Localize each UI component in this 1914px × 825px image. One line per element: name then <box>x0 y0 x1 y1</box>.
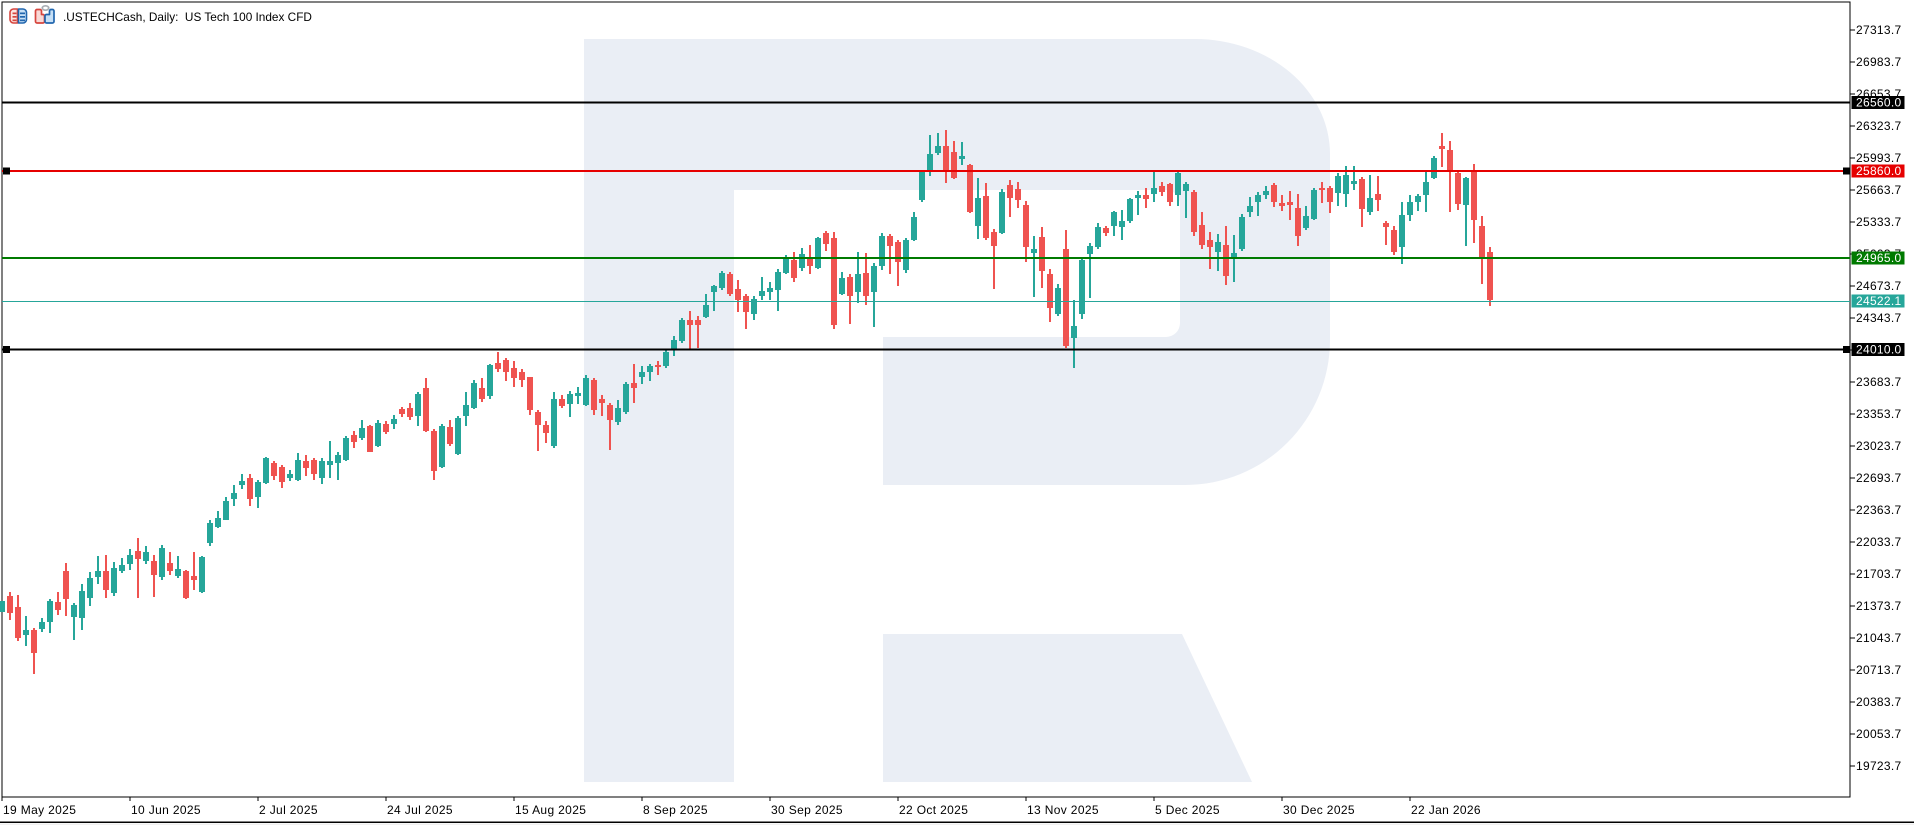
svg-text:22 Oct 2025: 22 Oct 2025 <box>899 803 968 817</box>
svg-text:30 Dec 2025: 30 Dec 2025 <box>1283 803 1355 817</box>
svg-text:22033.7: 22033.7 <box>1856 535 1902 549</box>
svg-text:24 Jul 2025: 24 Jul 2025 <box>387 803 453 817</box>
svg-text:8 Sep 2025: 8 Sep 2025 <box>643 803 708 817</box>
svg-text:25993.7: 25993.7 <box>1856 151 1902 165</box>
svg-text:22363.7: 22363.7 <box>1856 503 1902 517</box>
svg-text:25663.7: 25663.7 <box>1856 183 1902 197</box>
svg-text:24522.1: 24522.1 <box>1856 294 1902 308</box>
svg-text:27313.7: 27313.7 <box>1856 23 1902 37</box>
svg-text:15 Aug 2025: 15 Aug 2025 <box>515 803 586 817</box>
svg-text:19 May 2025: 19 May 2025 <box>3 803 76 817</box>
svg-text:22 Jan 2026: 22 Jan 2026 <box>1411 803 1481 817</box>
svg-text:26560.0: 26560.0 <box>1856 96 1902 110</box>
svg-text:24673.7: 24673.7 <box>1856 279 1902 293</box>
svg-text:26323.7: 26323.7 <box>1856 119 1902 133</box>
svg-text:.USTECHCash, Daily: US Tech 1: .USTECHCash, Daily: US Tech 100 Index CF… <box>63 10 312 24</box>
svg-text:5 Dec 2025: 5 Dec 2025 <box>1155 803 1220 817</box>
svg-text:23023.7: 23023.7 <box>1856 439 1902 453</box>
svg-text:10 Jun 2025: 10 Jun 2025 <box>131 803 201 817</box>
svg-text:21703.7: 21703.7 <box>1856 567 1902 581</box>
svg-text:21043.7: 21043.7 <box>1856 631 1902 645</box>
svg-text:23353.7: 23353.7 <box>1856 407 1902 421</box>
svg-text:26983.7: 26983.7 <box>1856 55 1902 69</box>
svg-text:19723.7: 19723.7 <box>1856 759 1902 773</box>
svg-text:23683.7: 23683.7 <box>1856 375 1902 389</box>
svg-text:13 Nov 2025: 13 Nov 2025 <box>1027 803 1099 817</box>
svg-text:24343.7: 24343.7 <box>1856 311 1902 325</box>
svg-text:21373.7: 21373.7 <box>1856 599 1902 613</box>
svg-text:20053.7: 20053.7 <box>1856 727 1902 741</box>
svg-text:22693.7: 22693.7 <box>1856 471 1902 485</box>
svg-text:2 Jul 2025: 2 Jul 2025 <box>259 803 318 817</box>
svg-text:25860.0: 25860.0 <box>1856 164 1902 178</box>
svg-text:25333.7: 25333.7 <box>1856 215 1902 229</box>
svg-text:30 Sep 2025: 30 Sep 2025 <box>771 803 843 817</box>
svg-text:24010.0: 24010.0 <box>1856 343 1902 357</box>
svg-text:20713.7: 20713.7 <box>1856 663 1902 677</box>
svg-text:20383.7: 20383.7 <box>1856 695 1902 709</box>
svg-text:24965.0: 24965.0 <box>1856 251 1902 265</box>
